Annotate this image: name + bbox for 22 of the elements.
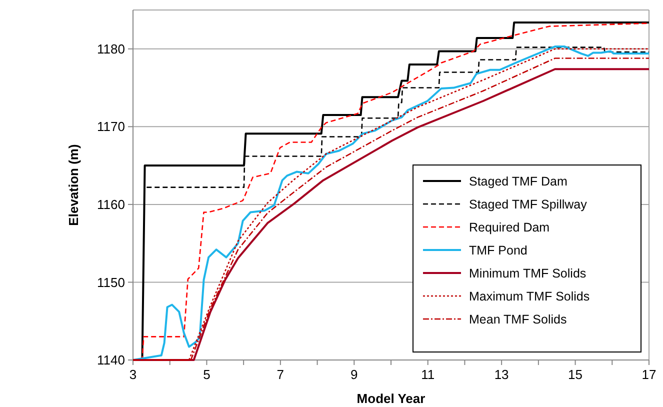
- x-tick-label: 5: [203, 367, 210, 382]
- legend-label: Maximum TMF Solids: [469, 289, 590, 304]
- x-tick-label: 13: [494, 367, 509, 382]
- x-axis-title: Model Year: [356, 391, 426, 406]
- y-tick-label: 1170: [97, 119, 125, 134]
- legend-label: Minimum TMF Solids: [469, 266, 586, 280]
- x-tick-label: 7: [276, 367, 284, 382]
- y-tick-label: 1160: [97, 196, 125, 212]
- legend-label: Staged TMF Spillway: [469, 197, 588, 212]
- y-tick-label: 1150: [97, 274, 125, 290]
- legend-label: Mean TMF Solids: [469, 312, 567, 326]
- x-tick-label: 11: [421, 367, 435, 382]
- x-tick-label: 9: [350, 367, 358, 382]
- legend-label: Required Dam: [469, 220, 550, 234]
- x-tick-label: 15: [568, 367, 583, 382]
- y-axis-title: Elevation (m): [66, 144, 81, 226]
- legend-label: TMF Pond: [469, 243, 528, 258]
- y-tick-label: 1180: [97, 41, 125, 56]
- y-tick-label: 1140: [97, 352, 125, 368]
- legend-label: Staged TMF Dam: [469, 174, 568, 188]
- x-tick-label: 17: [642, 367, 656, 382]
- x-tick-label: 3: [129, 367, 137, 382]
